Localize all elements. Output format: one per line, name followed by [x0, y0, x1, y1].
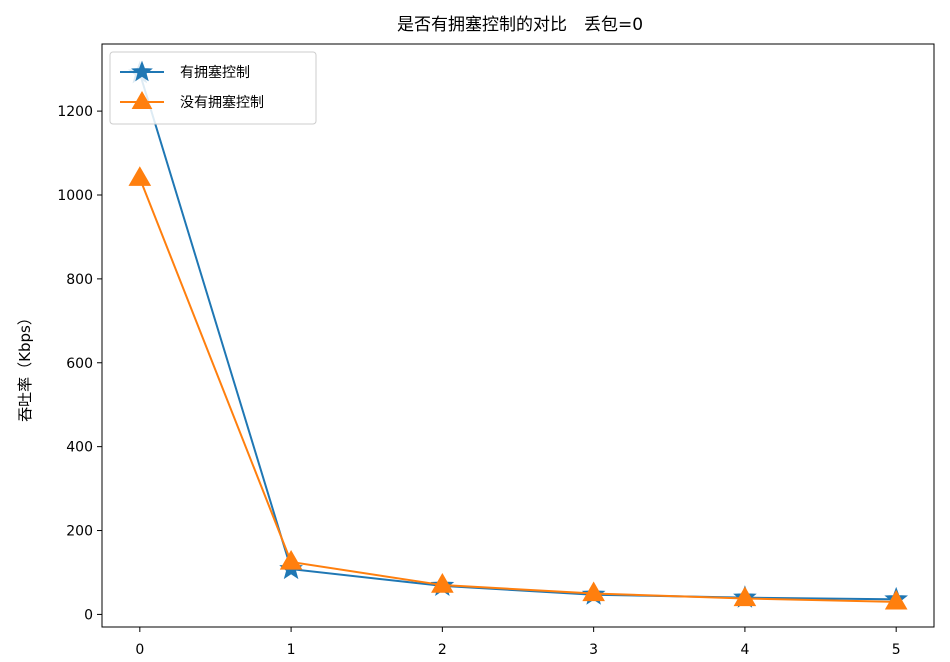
data-point-triangle	[279, 549, 303, 570]
legend-marker	[131, 60, 153, 82]
y-tick-label: 400	[66, 440, 93, 456]
legend-box	[109, 51, 317, 125]
legend-label: 有拥塞控制	[180, 64, 250, 81]
legend-marker	[131, 90, 153, 109]
x-tick-label: 2	[438, 642, 447, 658]
data-point-triangle	[884, 589, 908, 610]
x-tick-label: 5	[892, 642, 901, 658]
y-tick-label: 0	[84, 607, 93, 623]
y-tick-label: 600	[66, 356, 93, 372]
y-tick-label: 1200	[57, 104, 93, 120]
x-tick-label: 3	[589, 642, 598, 658]
data-point-triangle	[582, 581, 605, 602]
data-point-triangle	[431, 573, 454, 593]
y-axis-label: 吞吐率（Kbps）	[16, 310, 34, 422]
series-line-1	[138, 177, 897, 603]
legend-label: 没有拥塞控制	[180, 94, 264, 111]
data-point-triangle	[128, 166, 152, 186]
data-point-triangle	[733, 586, 757, 607]
chart-title: 是否有拥塞控制的对比 丢包=0	[397, 15, 643, 35]
y-tick-label: 1000	[57, 188, 93, 204]
plot-area: 0 1 2 3 4 5 0 200 400 600 800 1000 1200	[57, 60, 908, 658]
series-line-0	[138, 73, 897, 601]
axes-frame	[101, 43, 935, 628]
y-tick-label: 800	[66, 272, 93, 288]
x-tick-label: 4	[740, 642, 749, 658]
x-tick-label: 0	[135, 642, 144, 658]
y-tick-label: 200	[66, 524, 93, 540]
x-tick-label: 1	[287, 642, 296, 658]
